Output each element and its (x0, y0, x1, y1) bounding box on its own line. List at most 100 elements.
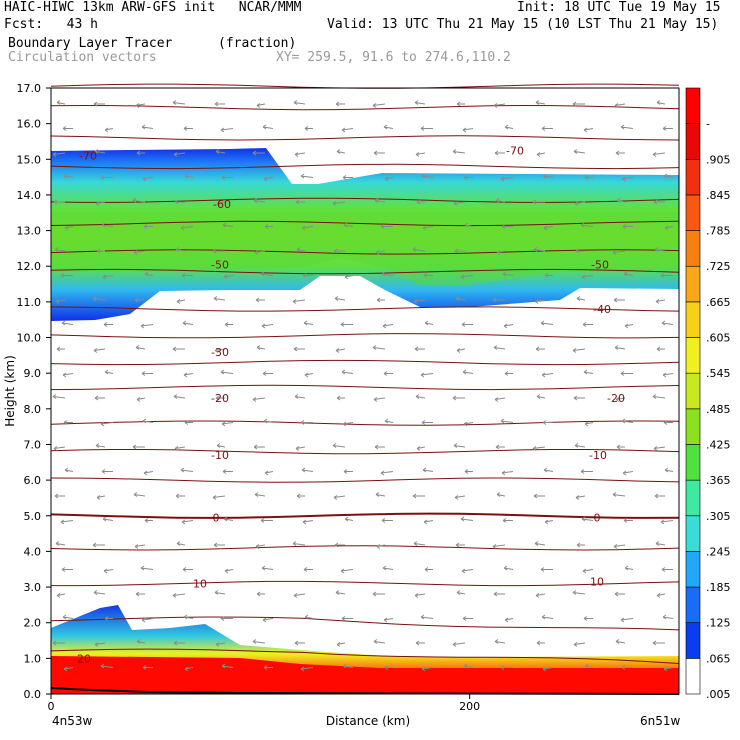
vector-272 (60, 519, 74, 525)
vector-106 (454, 248, 465, 254)
vector-182 (304, 372, 314, 378)
vector-124 (544, 273, 553, 278)
vector-140 (534, 299, 546, 304)
vector-241 (101, 469, 113, 474)
vector-371 (184, 666, 194, 672)
vector-256 (54, 493, 65, 499)
vector-344 (383, 617, 394, 623)
vector-190 (620, 371, 633, 376)
vector-189 (583, 369, 594, 375)
vector-40 (373, 150, 385, 156)
header-valid-time: Valid: 13 UTC Thu 21 May 15 (10 LST Thu … (327, 17, 719, 32)
colorbar-swatch-15 (685, 123, 701, 160)
vector-7 (335, 101, 345, 107)
contour-line-4 (50, 197, 680, 203)
vector-308 (224, 568, 234, 574)
vector-326 (293, 593, 306, 598)
vector-302 (613, 544, 626, 549)
y-tick-label-9: 9.0 (24, 367, 42, 380)
vector-144 (61, 320, 74, 326)
vector-212 (221, 421, 234, 427)
vector-281 (423, 519, 434, 525)
y-tick-label-3: 3.0 (24, 581, 42, 594)
vector-357 (252, 639, 266, 644)
vector-74 (453, 201, 466, 206)
contour-label-14: 10 (590, 576, 604, 589)
vector-2 (135, 103, 146, 108)
vector-9 (414, 100, 426, 105)
vector-50 (142, 176, 154, 182)
vector-53 (263, 176, 274, 182)
contour-line-13 (50, 449, 680, 455)
vector-186 (462, 369, 474, 375)
header-forecast-hour: Fcst: 43 h (4, 17, 98, 32)
contour-line-2 (50, 135, 680, 141)
vector-203 (494, 397, 506, 402)
x-left-location: 4n53w (52, 714, 93, 728)
vector-284 (544, 519, 554, 525)
vector-353 (94, 642, 106, 647)
vector-347 (504, 617, 514, 623)
vector-154 (461, 322, 473, 327)
contour-label-4: -50 (591, 258, 609, 271)
colorbar-swatch-7 (685, 408, 701, 445)
vector-64 (53, 199, 65, 205)
vector-151 (340, 322, 353, 327)
vector-180 (220, 369, 234, 375)
vector-328 (372, 591, 385, 597)
vector-71 (332, 201, 346, 206)
vector-191 (662, 372, 674, 378)
vector-44 (536, 152, 546, 157)
vector-15 (656, 100, 666, 105)
vector-379 (500, 665, 513, 670)
vector-220 (542, 420, 553, 425)
y-tick-label-0: 0.0 (24, 688, 42, 701)
vector-366 (615, 639, 626, 644)
vector-274 (144, 518, 153, 523)
plot-area: -70 -70 -60 -50 -50 -40 -30 -20 -20 -10 -10 0 0 10 10 2… (50, 83, 680, 695)
contour-label-11: 0 (213, 512, 220, 525)
vector-223 (663, 420, 673, 425)
vector-91 (501, 224, 513, 229)
vector-216 (384, 418, 394, 424)
vector-192 (52, 394, 66, 399)
vector-373 (263, 665, 273, 670)
vector-307 (182, 567, 193, 572)
vector-381 (584, 663, 594, 669)
vector-376 (384, 665, 393, 670)
vector-96 (54, 247, 66, 252)
vector-75 (495, 198, 506, 203)
vector-364 (536, 640, 545, 646)
vector-250 (464, 469, 473, 474)
vector-111 (654, 247, 666, 252)
vector-242 (143, 470, 154, 476)
vector-246 (301, 467, 314, 473)
vector-156 (540, 320, 554, 326)
vector-335 (656, 593, 666, 598)
vector-14 (614, 103, 626, 108)
vector-259 (175, 493, 185, 499)
vector-114 (144, 271, 154, 277)
y-tick-label-10: 10.0 (17, 332, 42, 345)
vector-49 (100, 175, 113, 180)
vector-27 (504, 124, 514, 130)
vector-295 (334, 542, 345, 548)
vector-162 (135, 345, 146, 350)
colorbar: .005 .065 .125 .185 .245 .305 .365 .425 .485 .545… (685, 87, 731, 701)
vector-267 (496, 492, 506, 497)
y-tick-label-15: 15.0 (17, 153, 42, 166)
vector-30 (620, 124, 634, 130)
vector-22 (304, 126, 313, 131)
vector-142 (613, 297, 625, 303)
vector-263 (333, 495, 346, 500)
vector-141 (576, 296, 586, 301)
contour-line-11 (50, 384, 680, 391)
vector-119 (344, 274, 354, 280)
vector-95 (664, 225, 674, 231)
vector-278 (302, 519, 314, 525)
vector-333 (572, 590, 586, 595)
vector-342 (304, 614, 314, 620)
vector-131 (176, 299, 186, 304)
vector-8 (372, 103, 386, 108)
y-tick-label-16: 16.0 (17, 118, 42, 131)
